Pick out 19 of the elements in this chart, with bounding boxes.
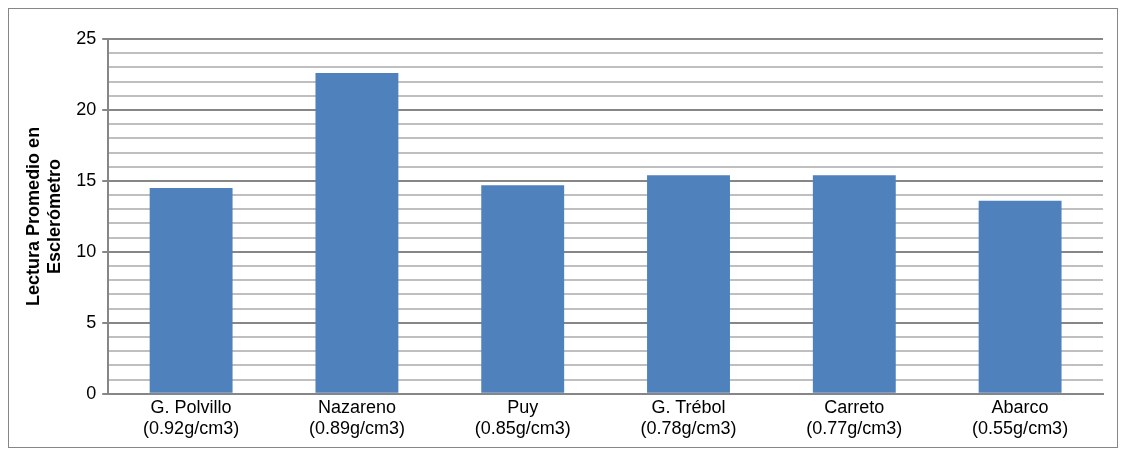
y-tick-label: 10 [76,240,97,261]
x-tick-label: G. Trébol (0.78g/cm3) [640,396,737,439]
bar [315,73,399,393]
y-tick-label: 15 [76,169,97,190]
y-tick-label: 0 [86,382,97,403]
y-tick-label: 20 [76,98,97,119]
x-tick-label: Nazareno (0.89g/cm3) [308,396,405,439]
x-tick-label: Puy (0.85g/cm3) [474,396,571,439]
bar [481,185,565,393]
x-tick-label: G. Polvillo (0.92g/cm3) [143,396,240,439]
bar [978,200,1062,393]
y-tick-label: 5 [86,311,97,332]
y-axis-title: Lectura Promedio en Esclerómetro [22,126,65,306]
bar [647,175,730,393]
bar [149,188,233,393]
y-tick-label: 25 [76,27,97,48]
bar [812,175,896,393]
x-tick-label: Abarco (0.55g/cm3) [972,396,1069,439]
x-tick-label: Carreto (0.77g/cm3) [806,396,903,439]
